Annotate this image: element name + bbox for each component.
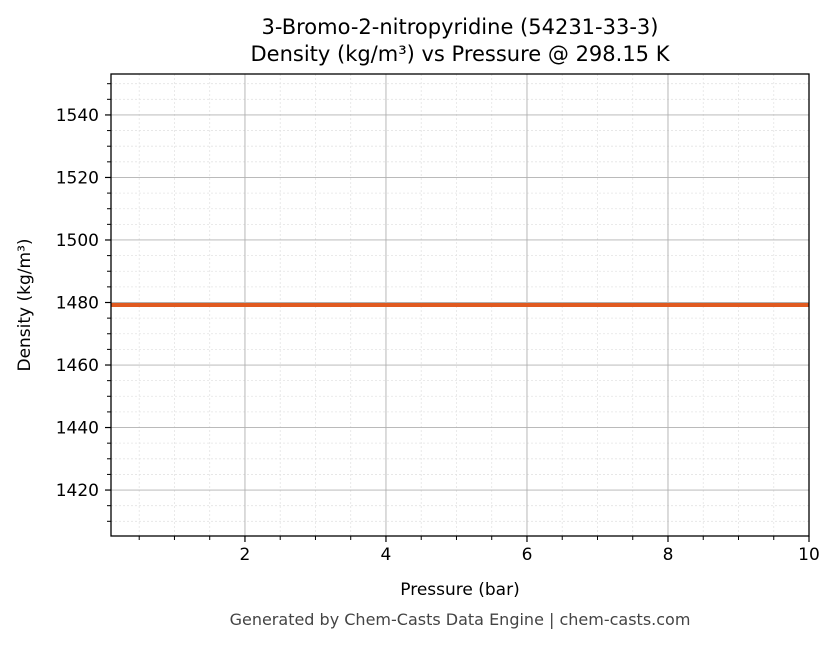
x-tick-label: 2 [240,545,251,565]
x-tick-label: 10 [798,545,820,565]
y-tick-label: 1540 [56,106,99,126]
ticks: 2 4 6 8 10 1420 1440 1460 1480 1500 1520 1540 [56,83,820,565]
x-tick-label: 8 [663,545,674,565]
x-axis-label: Pressure (bar) [400,580,519,600]
y-tick-label: 1440 [56,419,99,439]
plot-frame [110,73,810,537]
chart-subtitle: Density (kg/m³) vs Pressure @ 298.15 K [250,42,670,66]
y-tick-label: 1460 [56,356,99,376]
y-tick-label: 1500 [56,231,99,251]
y-axis-label: Density (kg/m³) [15,238,35,371]
x-tick-label: 6 [522,545,533,565]
y-tick-label: 1480 [56,293,99,313]
chart-title: 3-Bromo-2-nitropyridine (54231-33-3) [262,15,659,39]
grid [111,74,810,536]
footer-credit: Generated by Chem-Casts Data Engine | ch… [230,610,691,629]
y-tick-label: 1520 [56,168,99,188]
y-tick-label: 1420 [56,481,99,501]
x-tick-label: 4 [381,545,392,565]
